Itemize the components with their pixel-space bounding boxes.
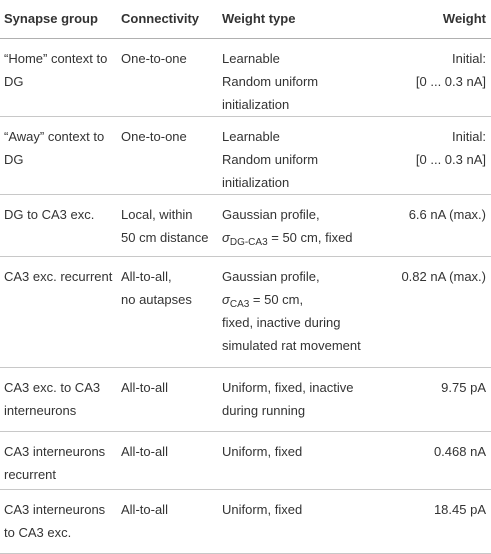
cell-line: All-to-all (121, 501, 168, 517)
table-cell: 18.45 pA (391, 489, 491, 554)
header-cell: Connectivity (117, 0, 218, 39)
table-cell: Uniform, fixed (218, 489, 391, 554)
cell-line: Initial: (452, 50, 486, 66)
cell-line: interneurons (4, 402, 77, 418)
cell-line: “Home” context to (4, 50, 108, 66)
table-cell: CA3 interneurons to CA3 exc. (0, 489, 117, 554)
cell-line: One-to-one (121, 50, 187, 66)
table-cell: 0.468 nA (391, 431, 491, 490)
cell-line: Gaussian profile, (222, 268, 320, 284)
table-row: CA3 interneurons to CA3 exc. All-to-all Uni… (0, 489, 491, 554)
cell-line: simulated rat movement (222, 337, 361, 353)
cell-line: Learnable (222, 128, 280, 144)
cell-line: One-to-one (121, 128, 187, 144)
cell-line: All-to-all (121, 443, 168, 459)
cell-line: during running (222, 402, 306, 418)
cell-line: no autapses (121, 291, 192, 307)
cell-line: fixed, inactive during (222, 314, 341, 330)
table-cell: All-to-all (117, 367, 218, 432)
cell-line: Random uniform initialization (222, 73, 319, 112)
table-cell: Gaussian profile, σCA3 = 50 cm, fixed, ina… (218, 256, 391, 368)
table-cell: “Away” context to DG (0, 116, 117, 195)
line-text: = 50 cm, (249, 291, 304, 307)
cell-line: All-to-all (121, 379, 168, 395)
table-cell: 0.82 nA (max.) (391, 256, 491, 368)
table-cell: Initial: [0 ... 0.3 nA] (391, 116, 491, 195)
cell-line: 18.45 pA (433, 501, 486, 517)
header-row: Synapse group Connectivity Weight type Weig… (0, 0, 491, 39)
table-cell: Uniform, fixed (218, 431, 391, 490)
table-row: DG to CA3 exc. Local, within 50 cm distanc… (0, 194, 491, 257)
subscript: DG-CA3 (229, 236, 268, 248)
cell-line: 9.75 pA (441, 379, 486, 395)
table-row: CA3 exc. to CA3 interneurons All-to-all Uni… (0, 367, 491, 432)
table-cell: CA3 exc. recurrent (0, 256, 117, 368)
cell-line: DG to CA3 exc. (4, 206, 95, 222)
table-cell: Initial: [0 ... 0.3 nA] (391, 38, 491, 117)
cell-line: 0.468 nA (433, 443, 486, 459)
symbol: σ (222, 229, 230, 245)
table-cell: One-to-one (117, 116, 218, 195)
header-cell: Weight type (218, 0, 391, 39)
table-row: CA3 exc. recurrent All-to-all, no autapses… (0, 256, 491, 368)
table-row: “Home” context to DG One-to-one Learnable Ra… (0, 38, 491, 117)
cell-line: Uniform, fixed (222, 443, 303, 459)
table-cell: 6.6 nA (max.) (391, 194, 491, 257)
cell-line: Initial: (452, 128, 486, 144)
cell-line: Uniform, fixed, inactive (222, 379, 354, 395)
cell-line: CA3 interneurons (4, 501, 106, 517)
table-cell: Local, within 50 cm distance (117, 194, 218, 257)
header-cell: Synapse group (0, 0, 117, 39)
cell-line: DG (4, 73, 24, 89)
subscript: CA3 (229, 298, 250, 310)
table-cell: Learnable Random uniform initialization (218, 38, 391, 117)
cell-line: recurrent (4, 466, 57, 482)
cell-line: “Away” context to (4, 128, 105, 144)
cell-line: CA3 interneurons (4, 443, 106, 459)
table-cell: CA3 interneurons recurrent (0, 431, 117, 490)
table-cell: 9.75 pA (391, 367, 491, 432)
cell-line: σDG-CA3 = 50 cm, fixed (222, 226, 387, 249)
table-cell: Uniform, fixed, inactive during running (218, 367, 391, 432)
cell-line: Random uniform initialization (222, 151, 319, 190)
table-cell: DG to CA3 exc. (0, 194, 117, 257)
symbol: σ (222, 291, 230, 307)
table-cell: All-to-all, no autapses (117, 256, 218, 368)
cell-line: σCA3 = 50 cm, (222, 288, 387, 311)
cell-line: Gaussian profile, (222, 206, 320, 222)
table-cell: “Home” context to DG (0, 38, 117, 117)
cell-line: Local, within (121, 206, 193, 222)
cell-line: 0.82 nA (max.) (401, 268, 486, 284)
table-cell: Learnable Random uniform initialization (218, 116, 391, 195)
cell-line: [0 ... 0.3 nA] (415, 73, 486, 89)
cell-line: 6.6 nA (max.) (408, 206, 486, 222)
table-row: CA3 interneurons recurrent All-to-all Unifo… (0, 431, 491, 490)
line-text: = 50 cm, fixed (267, 229, 353, 245)
cell-line: Uniform, fixed (222, 501, 303, 517)
table-cell: Gaussian profile, σDG-CA3 = 50 cm, fixed (218, 194, 391, 257)
table-cell: One-to-one (117, 38, 218, 117)
table-cell: All-to-all (117, 431, 218, 490)
cell-line: CA3 exc. recurrent (4, 268, 113, 284)
cell-line: Learnable (222, 50, 280, 66)
cell-line: All-to-all, (121, 268, 172, 284)
cell-line: 50 cm distance (121, 229, 209, 245)
cell-line: [0 ... 0.3 nA] (415, 151, 486, 167)
table-cell: All-to-all (117, 489, 218, 554)
cell-line: DG (4, 151, 24, 167)
cell-line: CA3 exc. to CA3 (4, 379, 101, 395)
table-row: “Away” context to DG One-to-one Learnable Ra… (0, 116, 491, 195)
table-cell: CA3 exc. to CA3 interneurons (0, 367, 117, 432)
header-cell: Weight (391, 0, 491, 39)
